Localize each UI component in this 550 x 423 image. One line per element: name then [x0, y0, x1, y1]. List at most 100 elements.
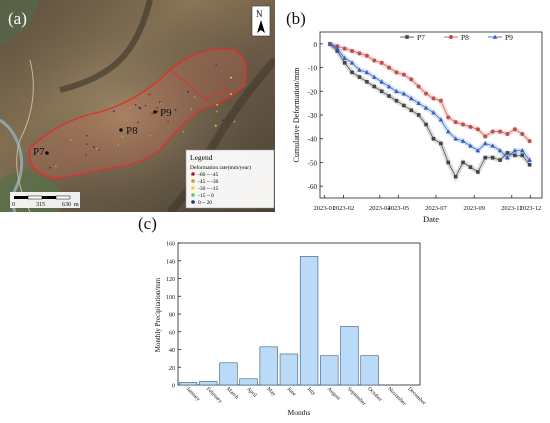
x-tick-label: 2023-09: [463, 205, 485, 212]
data-point-P7: [431, 136, 436, 141]
data-point-P7: [372, 84, 377, 89]
data-point-P8: [401, 72, 406, 77]
deformation-point: [214, 124, 217, 127]
legend-swatch-1: [191, 179, 195, 183]
deformation-point: [215, 64, 218, 66]
data-point-P8: [394, 70, 399, 75]
series-line-P7: [329, 43, 530, 178]
x-tick-label: 2023-12: [519, 205, 541, 212]
data-point-P9: [519, 148, 525, 153]
y-tick-label: 40: [169, 348, 175, 354]
data-point-P9: [416, 100, 421, 105]
deformation-point: [182, 130, 185, 133]
bar-september: [340, 326, 359, 386]
data-point-P9: [327, 41, 333, 46]
data-point-P9: [490, 143, 495, 148]
legend-swatch-0: [191, 172, 195, 176]
data-point-P9: [423, 105, 429, 110]
scale-label-630: 630: [62, 202, 71, 208]
series-band-P9: [328, 41, 532, 162]
deformation-point: [117, 144, 120, 147]
deformation-point: [231, 115, 233, 118]
x-tick-label: 2023-01: [313, 205, 335, 212]
green-vegetation: [0, 0, 40, 45]
north-label: N: [256, 9, 263, 19]
data-point-P9: [379, 79, 384, 84]
deformation-point: [144, 104, 147, 107]
data-point-P9: [371, 74, 377, 79]
panel-c-label: (c): [138, 214, 157, 233]
legend-subtitle: Deformation rate(mm/year): [190, 164, 251, 171]
legend-marker-P8: [449, 35, 453, 39]
data-point-P7: [365, 80, 369, 84]
y-tick-label: 0: [314, 41, 318, 49]
bar-august: [320, 355, 339, 386]
x-tick-label: February: [205, 386, 223, 404]
panel-b-label: (b): [286, 9, 306, 28]
bar-july: [299, 256, 319, 386]
x-axis-label: Date: [423, 214, 439, 224]
data-point-P7: [402, 103, 406, 108]
data-point-P9: [497, 148, 503, 153]
data-point-P8: [453, 120, 458, 125]
deformation-point: [156, 110, 159, 113]
data-point-P8: [490, 129, 495, 134]
point-marker-p9: [153, 110, 157, 114]
y-tick-label: 120: [166, 277, 175, 283]
deformation-point: [70, 138, 72, 141]
x-tick-label: September: [346, 386, 367, 407]
legend-title: Legend: [190, 153, 213, 162]
y-axis-label: Cumulative Deformation/mm: [292, 67, 301, 163]
panel-b-line-chart: (b) 0 -10 -20 -30 -40 -50 -60 2023-01 2023-02 202…: [278, 0, 550, 225]
point-marker-p7: [45, 151, 49, 155]
data-point-P7: [387, 94, 391, 98]
data-point-P7: [498, 158, 502, 162]
deformation-point: [86, 134, 88, 137]
data-point-P9: [349, 60, 355, 65]
data-point-P7: [394, 98, 399, 103]
y-tick-label: -30: [308, 112, 318, 120]
data-point-P7: [483, 155, 488, 160]
panel-c-bar-chart: (c) 0 20 40 60 80 100 120 140 160 January February…: [130, 205, 430, 418]
north-arrow-icon: [257, 20, 265, 33]
data-point-P8: [416, 84, 421, 89]
deformation-point: [49, 166, 51, 169]
x-tick-label: 2023-11: [501, 205, 522, 212]
data-point-P7: [350, 70, 354, 75]
x-tick-label: October: [366, 386, 383, 403]
data-point-P7: [335, 49, 340, 53]
plot-frame: [319, 31, 543, 199]
panel-a-map: P7 P8 P9 (a) N Legend Deformation rate(m…: [0, 0, 278, 215]
legend-label-P7: P7: [417, 33, 425, 42]
data-point-P8: [520, 131, 525, 136]
y-tick-label: 140: [166, 259, 175, 265]
y-axis-label: Monthly Precipitation/mm: [154, 277, 162, 352]
scale-label-0: 0: [12, 202, 15, 208]
bar-march: [219, 362, 238, 386]
legend-swatch-2: [191, 186, 195, 190]
series-line-P9: [329, 43, 530, 161]
data-point-P7: [424, 122, 428, 127]
road: [16, 59, 34, 213]
x-tick-label: November: [386, 386, 407, 407]
data-point-P7: [409, 108, 414, 113]
data-point-P9: [512, 148, 518, 153]
deformation-point: [121, 135, 124, 138]
legend: P7 P8 P9: [400, 33, 513, 42]
data-point-P7: [513, 153, 517, 158]
map-figure: P7 P8 P9 (a) N Legend Deformation rate(m…: [0, 0, 278, 215]
data-point-P7: [379, 89, 384, 94]
panel-a-label: (a): [8, 9, 27, 28]
data-point-P7: [446, 160, 451, 165]
data-point-P9: [364, 69, 370, 75]
legend-label-0: -60 ~ -45: [198, 172, 219, 178]
landslide-inner-boundary: [169, 69, 231, 101]
deformation-point: [98, 149, 101, 151]
x-tick-label: July: [306, 386, 317, 397]
legend-label-2: -30 ~ -15: [198, 186, 219, 192]
legend-label-4: 0 ~ 20: [198, 200, 212, 206]
deformation-point: [237, 108, 240, 111]
x-tick-label: December: [407, 386, 427, 406]
deformation-point: [129, 106, 132, 109]
data-point-P9: [438, 117, 444, 122]
